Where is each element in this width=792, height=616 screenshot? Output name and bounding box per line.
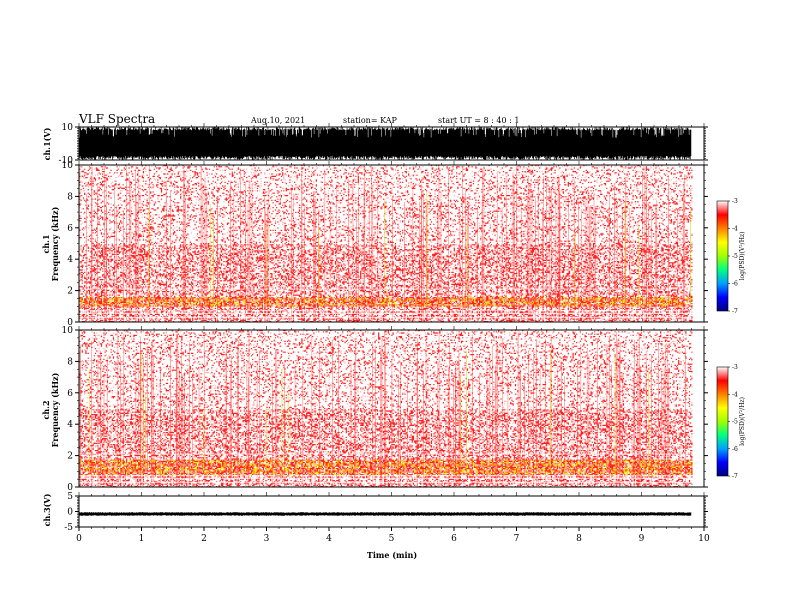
colorbar-tick-label: -6	[732, 281, 738, 288]
ch3-signal-trace	[79, 512, 692, 516]
y-tick-label: 0	[67, 318, 73, 328]
x-tick-label: 9	[639, 534, 645, 544]
ch1-signal-trace	[79, 127, 692, 160]
y-tick-label: 8	[67, 192, 73, 202]
start-time-label: start UT = 8 : 40 : 1	[438, 116, 519, 125]
colorbar-tick-label: -4	[732, 226, 738, 233]
ch2-spec-ylabel: Frequency (kHz)	[50, 372, 60, 447]
x-tick-label: 4	[326, 534, 332, 544]
ch1-ylabel: ch.1(V)	[42, 127, 52, 160]
y-tick-label: 6	[67, 224, 73, 234]
y-tick-label: 8	[67, 357, 73, 367]
panel-ch3-voltage: 50-50 1 2 3 4 5 6 7 8 9 10	[64, 123, 710, 544]
y-tick-label: -10	[59, 156, 74, 166]
y-tick-label: -5	[64, 523, 73, 533]
header: VLF Spectra Aug.10, 2021 station= KAP st…	[78, 112, 519, 126]
y-tick-label: 10	[62, 123, 74, 133]
spectrogram-spike-lines	[89, 349, 650, 472]
date-label: Aug.10, 2021	[250, 116, 305, 125]
y-tick-label: 10	[62, 326, 74, 336]
x-tick-label: 5	[389, 534, 395, 544]
colorbar-tick-label: -7	[732, 473, 738, 480]
y-tick-label: 4	[67, 420, 73, 430]
spectrogram-impulse-lines	[86, 165, 685, 322]
colorbar-tick-label: -3	[732, 198, 738, 205]
colorbar-tick-label: -3	[732, 364, 738, 371]
colorbar-tick-label: -6	[732, 446, 738, 453]
panel-ch1-voltage: 10 -10	[59, 123, 708, 166]
figure-title: VLF Spectra	[78, 112, 155, 126]
colorbar-scale	[716, 200, 729, 312]
colorbar-label: log(PSD)(V²/Hz)	[739, 397, 746, 446]
x-tick-label: 2	[201, 534, 207, 544]
ch1-spec-ylabel: Frequency (kHz)	[50, 206, 60, 281]
y-tick-label: 10	[62, 161, 74, 171]
y-tick-label: 5	[67, 492, 73, 502]
spectrogram-orange-power	[79, 297, 692, 307]
station-label: station= KAP	[343, 116, 398, 125]
y-tick-label: 0	[67, 483, 73, 493]
x-tick-label: 10	[698, 534, 710, 544]
spectrogram-impulse-lines	[79, 330, 686, 487]
ch1-spec-ylabel-top: ch.1	[41, 234, 51, 253]
x-tick-label: 0	[76, 534, 82, 544]
panel-ch1-spectrogram: 0 2 4 6 8 10	[62, 161, 708, 328]
colorbar-ch2: -3 -4 -5 -6 -7 log(PSD)(V²/Hz)	[716, 364, 746, 480]
colorbar-tick-label: -5	[732, 253, 738, 260]
y-tick-label: 2	[67, 287, 73, 297]
x-tick-label: 7	[514, 534, 520, 544]
spectrogram-spike-lines	[148, 191, 691, 307]
spectrogram-high-power	[79, 297, 693, 307]
colorbar-ch1: -3 -4 -5 -6 -7 log(PSD)(V²/Hz)	[716, 198, 746, 315]
x-axis-label: Time (min)	[367, 550, 417, 560]
spectrogram-low-power	[79, 165, 693, 323]
x-tick-label: 3	[264, 534, 270, 544]
colorbar-tick-label: -5	[732, 419, 738, 426]
spectrogram-mid-power	[79, 330, 693, 488]
x-tick-label: 8	[576, 534, 582, 544]
panel-ch2-spectrogram: 0 2 4 6 8 10	[62, 326, 708, 493]
plot-frame	[78, 495, 705, 528]
x-tick-label: 6	[451, 534, 457, 544]
colorbar-label: log(PSD)(V²/Hz)	[739, 232, 746, 281]
colorbar-tick-label: -4	[732, 391, 738, 398]
y-tick-label: 0	[67, 508, 73, 518]
spectrogram-mid-power	[79, 165, 693, 323]
y-tick-label: 6	[67, 389, 73, 399]
y-tick-label: 4	[67, 255, 73, 265]
ch2-spec-ylabel-top: ch.2	[41, 400, 51, 419]
colorbar-scale	[716, 366, 729, 477]
ch3-ylabel: ch.3(V)	[42, 493, 52, 526]
y-tick-label: 2	[67, 452, 73, 462]
x-tick-label: 1	[139, 534, 145, 544]
colorbar-tick-label: -7	[732, 308, 738, 315]
